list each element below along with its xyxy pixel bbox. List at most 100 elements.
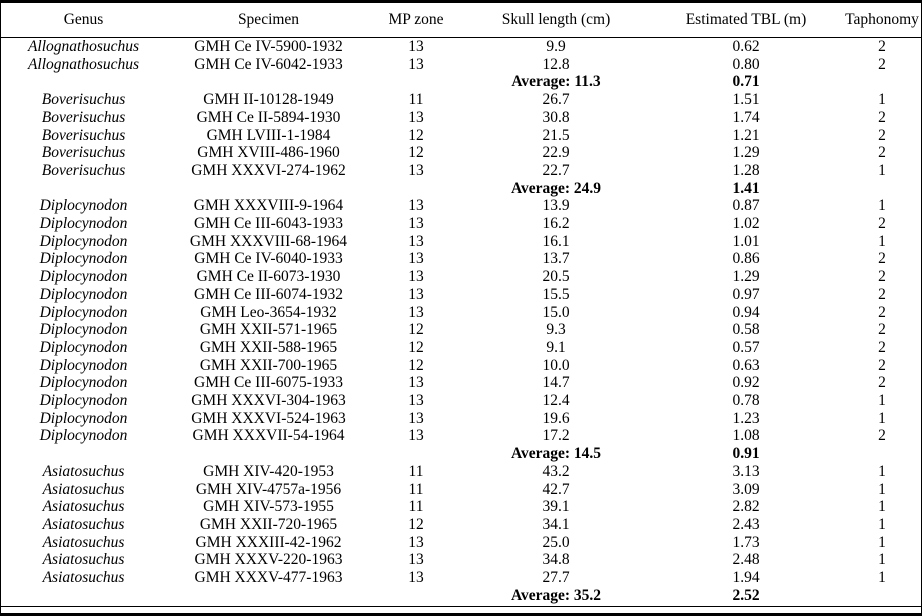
specimen-cell: GMH XXXV-220-1963: [194, 551, 343, 569]
specimen-cell: GMH XXXVIII-68-1964: [189, 232, 348, 250]
table-row: Boverisuchus GMH Ce II-5894-1930 13 30.8 1.7…: [1, 108, 921, 127]
genus-cell: Diplocynodon: [39, 215, 128, 233]
genus-cell: Asiatosuchus: [42, 569, 125, 587]
specimen-cell: GMH XXII-720-1965: [199, 515, 338, 533]
specimen-cell: GMH XXII-700-1965: [199, 356, 338, 374]
estimated-tbl-cell: 1.74: [732, 108, 760, 126]
specimen-cell: GMH Ce III-6043-1933: [194, 215, 343, 233]
genus-cell: Boverisuchus: [41, 108, 126, 126]
taphonomy-cell: [841, 587, 921, 605]
taphonomy-cell: 1: [878, 392, 886, 410]
genus-cell: [1, 587, 166, 605]
genus-cell: Asiatosuchus: [42, 462, 125, 480]
specimen-cell: GMH XIV-573-1955: [203, 498, 334, 516]
mp-zone-cell: 11: [408, 498, 424, 516]
mp-zone-cell: 12: [408, 321, 424, 339]
skull-length-cell: 25.0: [542, 533, 570, 551]
skull-length-cell: 17.2: [542, 427, 570, 445]
estimated-tbl-cell: 0.57: [732, 338, 760, 356]
estimated-tbl-cell: 1.08: [732, 427, 760, 445]
estimated-tbl-cell: 1.21: [732, 126, 760, 144]
estimated-tbl-average-cell: 2.52: [732, 586, 760, 604]
table-row: Diplocynodon GMH XXXVIII-68-1964 13 16.1 1.0…: [1, 232, 921, 251]
table-row: Diplocynodon GMH Leo-3654-1932 13 15.0 0.94 2: [1, 303, 921, 322]
mp-zone-cell: 12: [408, 356, 424, 374]
taphonomy-cell: 2: [878, 268, 886, 286]
genus-cell: Diplocynodon: [39, 285, 128, 303]
col-header-skull-length: Skull length (cm): [461, 3, 651, 38]
mp-zone-cell: 13: [408, 215, 424, 233]
mp-zone-cell: [371, 180, 461, 198]
specimen-cell: GMH Ce II-6073-1930: [196, 268, 341, 286]
mp-zone-cell: 13: [408, 409, 424, 427]
genus-cell: Diplocynodon: [39, 338, 128, 356]
table-row: Diplocynodon GMH Ce III-6075-1933 13 14.7 0.…: [1, 374, 921, 392]
skull-length-cell: 16.2: [542, 215, 570, 233]
estimated-tbl-cell: 0.63: [732, 356, 760, 374]
skull-length-cell: 34.1: [542, 515, 570, 533]
mp-zone-cell: 12: [408, 515, 424, 533]
specimen-cell: GMH XXXVII-54-1964: [192, 427, 345, 445]
skull-length-cell: 9.9: [546, 38, 566, 55]
taphonomy-cell: 2: [878, 144, 886, 162]
estimated-tbl-cell: 2.48: [732, 551, 760, 569]
skull-length-cell: 26.7: [542, 91, 570, 109]
mp-zone-cell: 13: [408, 392, 424, 410]
estimated-tbl-cell: 1.28: [732, 161, 760, 179]
specimen-cell: GMH Ce IV-6042-1933: [194, 55, 343, 73]
mp-zone-cell: 12: [408, 144, 424, 162]
estimated-tbl-cell: 0.78: [732, 392, 760, 410]
mp-zone-cell: 11: [408, 91, 424, 109]
taphonomy-cell: 2: [878, 38, 886, 55]
table-row: Boverisuchus GMH LVIII-1-1984 12 21.5 1.21 2: [1, 126, 921, 145]
skull-length-cell: 15.0: [542, 303, 570, 321]
skull-length-cell: 9.3: [546, 321, 566, 339]
estimated-tbl-cell: 2.43: [732, 515, 760, 533]
table-row: Diplocynodon GMH XXXVI-524-1963 13 19.6 1.23…: [1, 409, 921, 428]
genus-cell: Boverisuchus: [41, 144, 126, 162]
mp-zone-cell: 13: [408, 285, 424, 303]
table-row: Diplocynodon GMH XXXVIII-9-1964 13 13.9 0.87…: [1, 197, 921, 215]
estimated-tbl-cell: 0.58: [732, 321, 760, 339]
specimen-cell: [166, 180, 371, 198]
estimated-tbl-cell: 1.73: [732, 533, 760, 551]
col-header-specimen: Specimen: [166, 3, 371, 38]
average-row: Average: 14.5 0.91: [1, 445, 921, 463]
table-row: Diplocynodon GMH XXII-700-1965 12 10.0 0.63 2: [1, 356, 921, 375]
estimated-tbl-cell: 2.82: [732, 498, 760, 516]
genus-cell: Diplocynodon: [39, 374, 128, 392]
taphonomy-cell: [841, 180, 921, 198]
genus-cell: Asiatosuchus: [42, 551, 125, 569]
table-row: Boverisuchus GMH XVIII-486-1960 12 22.9 1.29…: [1, 144, 921, 162]
genus-cell: Boverisuchus: [41, 161, 126, 179]
estimated-tbl-average-cell: 1.41: [732, 179, 760, 197]
genus-cell: Diplocynodon: [39, 392, 128, 410]
table-row: Allognathosuchus GMH Ce IV-5900-1932 13 9.9…: [1, 38, 921, 56]
table-row: Asiatosuchus GMH XXXV-477-1963 13 27.7 1.94 1: [1, 569, 921, 587]
estimated-tbl-cell: 0.87: [732, 197, 760, 215]
taphonomy-cell: 1: [878, 515, 886, 533]
table-row: Diplocynodon GMH Ce III-6043-1933 13 16.2 1.…: [1, 215, 921, 233]
mp-zone-cell: 12: [408, 338, 424, 356]
table-row: Diplocynodon GMH Ce III-6074-1932 13 15.5 0.…: [1, 285, 921, 304]
table-row: Diplocynodon GMH Ce II-6073-1930 13 20.5 1.2…: [1, 268, 921, 286]
estimated-tbl-cell: 1.51: [732, 91, 760, 109]
table-bottom-rule: [1, 605, 921, 607]
genus-cell: Diplocynodon: [39, 303, 128, 321]
table-row: Asiatosuchus GMH XXXIII-42-1962 13 25.0 1.73…: [1, 533, 921, 552]
specimen-cell: GMH Ce IV-5900-1932: [194, 38, 343, 55]
estimated-tbl-cell: 1.94: [732, 569, 760, 587]
taphonomy-cell: 1: [878, 551, 886, 569]
average-row: Average: 11.3 0.71: [1, 73, 921, 91]
taphonomy-cell: 2: [878, 356, 886, 374]
genus-cell: Asiatosuchus: [42, 515, 125, 533]
skull-length-cell: 12.8: [542, 55, 570, 73]
table-row: Asiatosuchus GMH XXII-720-1965 12 34.1 2.43 1: [1, 515, 921, 534]
genus-cell: Asiatosuchus: [42, 480, 125, 498]
taphonomy-cell: 1: [878, 91, 886, 109]
skull-length-cell: 13.9: [542, 197, 570, 215]
specimen-cell: GMH Ce II-5894-1930: [196, 108, 341, 126]
table-row: Boverisuchus GMH II-10128-1949 11 26.7 1.51 1: [1, 91, 921, 109]
col-header-mp-zone: MP zone: [371, 3, 461, 38]
taphonomy-cell: 2: [878, 427, 886, 445]
